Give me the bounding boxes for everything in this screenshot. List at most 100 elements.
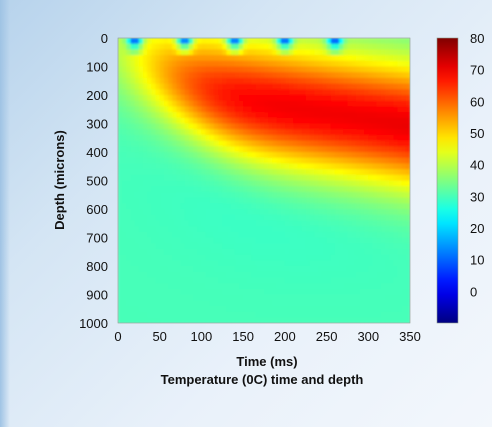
heatmap-cell	[135, 283, 140, 289]
heatmap-cell	[281, 272, 286, 278]
heatmap-cell	[264, 101, 269, 107]
heatmap-cell	[256, 112, 261, 118]
heatmap-cell	[185, 175, 190, 181]
heatmap-cell	[251, 129, 256, 135]
heatmap-cell	[377, 44, 382, 50]
heatmap-cell	[339, 289, 344, 295]
heatmap-cell	[322, 306, 327, 312]
heatmap-cell	[118, 295, 123, 301]
heatmap-cell	[172, 175, 177, 181]
heatmap-cell	[122, 198, 127, 204]
heatmap-cell	[306, 152, 311, 158]
heatmap-cell	[122, 238, 127, 244]
heatmap-cell	[377, 289, 382, 295]
heatmap-cell	[277, 317, 282, 323]
heatmap-cell	[143, 260, 148, 266]
heatmap-cell	[318, 49, 323, 55]
heatmap-cell	[222, 158, 227, 164]
heatmap-cell	[206, 135, 211, 141]
heatmap-cell	[360, 78, 365, 84]
heatmap-cell	[393, 312, 398, 318]
heatmap-cell	[135, 243, 140, 249]
heatmap-cell	[397, 118, 402, 124]
heatmap-cell	[214, 232, 219, 238]
heatmap-cell	[189, 198, 194, 204]
heatmap-cell	[197, 84, 202, 90]
heatmap-cell	[172, 95, 177, 101]
heatmap-cell	[277, 181, 282, 187]
heatmap-cell	[189, 169, 194, 175]
heatmap-cell	[260, 203, 265, 209]
heatmap-cell	[302, 238, 307, 244]
heatmap-cell	[306, 158, 311, 164]
heatmap-cell	[185, 192, 190, 198]
heatmap-cell	[389, 300, 394, 306]
heatmap-cell	[214, 175, 219, 181]
heatmap-cell	[189, 277, 194, 283]
heatmap-cell	[210, 44, 215, 50]
heatmap-cell	[389, 141, 394, 147]
heatmap-cell	[226, 272, 231, 278]
heatmap-cell	[335, 152, 340, 158]
heatmap-cell	[352, 209, 357, 215]
heatmap-cell	[327, 152, 332, 158]
heatmap-cell	[156, 203, 161, 209]
heatmap-cell	[322, 255, 327, 261]
heatmap-cell	[293, 226, 298, 232]
heatmap-cell	[314, 95, 319, 101]
heatmap-cell	[247, 146, 252, 152]
heatmap-cell	[368, 175, 373, 181]
heatmap-cell	[147, 312, 152, 318]
heatmap-cell	[243, 243, 248, 249]
heatmap-cell	[335, 38, 340, 44]
heatmap-cell	[364, 135, 369, 141]
heatmap-cell	[243, 317, 248, 323]
heatmap-cell	[268, 38, 273, 44]
heatmap-cell	[193, 67, 198, 73]
heatmap-cell	[372, 112, 377, 118]
heatmap-cell	[306, 226, 311, 232]
heatmap-cell	[277, 192, 282, 198]
heatmap-cell	[131, 266, 136, 272]
heatmap-cell	[118, 135, 123, 141]
heatmap-cell	[297, 198, 302, 204]
heatmap-cell	[256, 238, 261, 244]
heatmap-cell	[201, 78, 206, 84]
heatmap-cell	[218, 49, 223, 55]
heatmap-cell	[139, 186, 144, 192]
heatmap-cell	[172, 215, 177, 221]
heatmap-cell	[335, 106, 340, 112]
heatmap-cell	[314, 209, 319, 215]
heatmap-cell	[306, 312, 311, 318]
heatmap-cell	[268, 95, 273, 101]
heatmap-cell	[197, 272, 202, 278]
heatmap-cell	[297, 152, 302, 158]
heatmap-cell	[168, 295, 173, 301]
heatmap-cell	[385, 198, 390, 204]
heatmap-cell	[389, 238, 394, 244]
heatmap-cell	[281, 55, 286, 61]
heatmap-cell	[139, 306, 144, 312]
heatmap-cell	[151, 272, 156, 278]
heatmap-cell	[256, 255, 261, 261]
heatmap-cell	[389, 306, 394, 312]
heatmap-cell	[272, 146, 277, 152]
heatmap-cell	[201, 198, 206, 204]
heatmap-cell	[193, 146, 198, 152]
heatmap-cell	[256, 186, 261, 192]
heatmap-cell	[247, 198, 252, 204]
heatmap-cell	[306, 232, 311, 238]
heatmap-cell	[164, 283, 169, 289]
heatmap-cell	[126, 95, 131, 101]
heatmap-cell	[402, 175, 407, 181]
heatmap-cell	[210, 209, 215, 215]
heatmap-cell	[343, 312, 348, 318]
heatmap-cell	[368, 169, 373, 175]
heatmap-cell	[331, 61, 336, 67]
heatmap-cell	[176, 118, 181, 124]
heatmap-cell	[201, 289, 206, 295]
heatmap-cell	[289, 203, 294, 209]
heatmap-cell	[185, 209, 190, 215]
heatmap-cell	[164, 84, 169, 90]
heatmap-cell	[402, 146, 407, 152]
